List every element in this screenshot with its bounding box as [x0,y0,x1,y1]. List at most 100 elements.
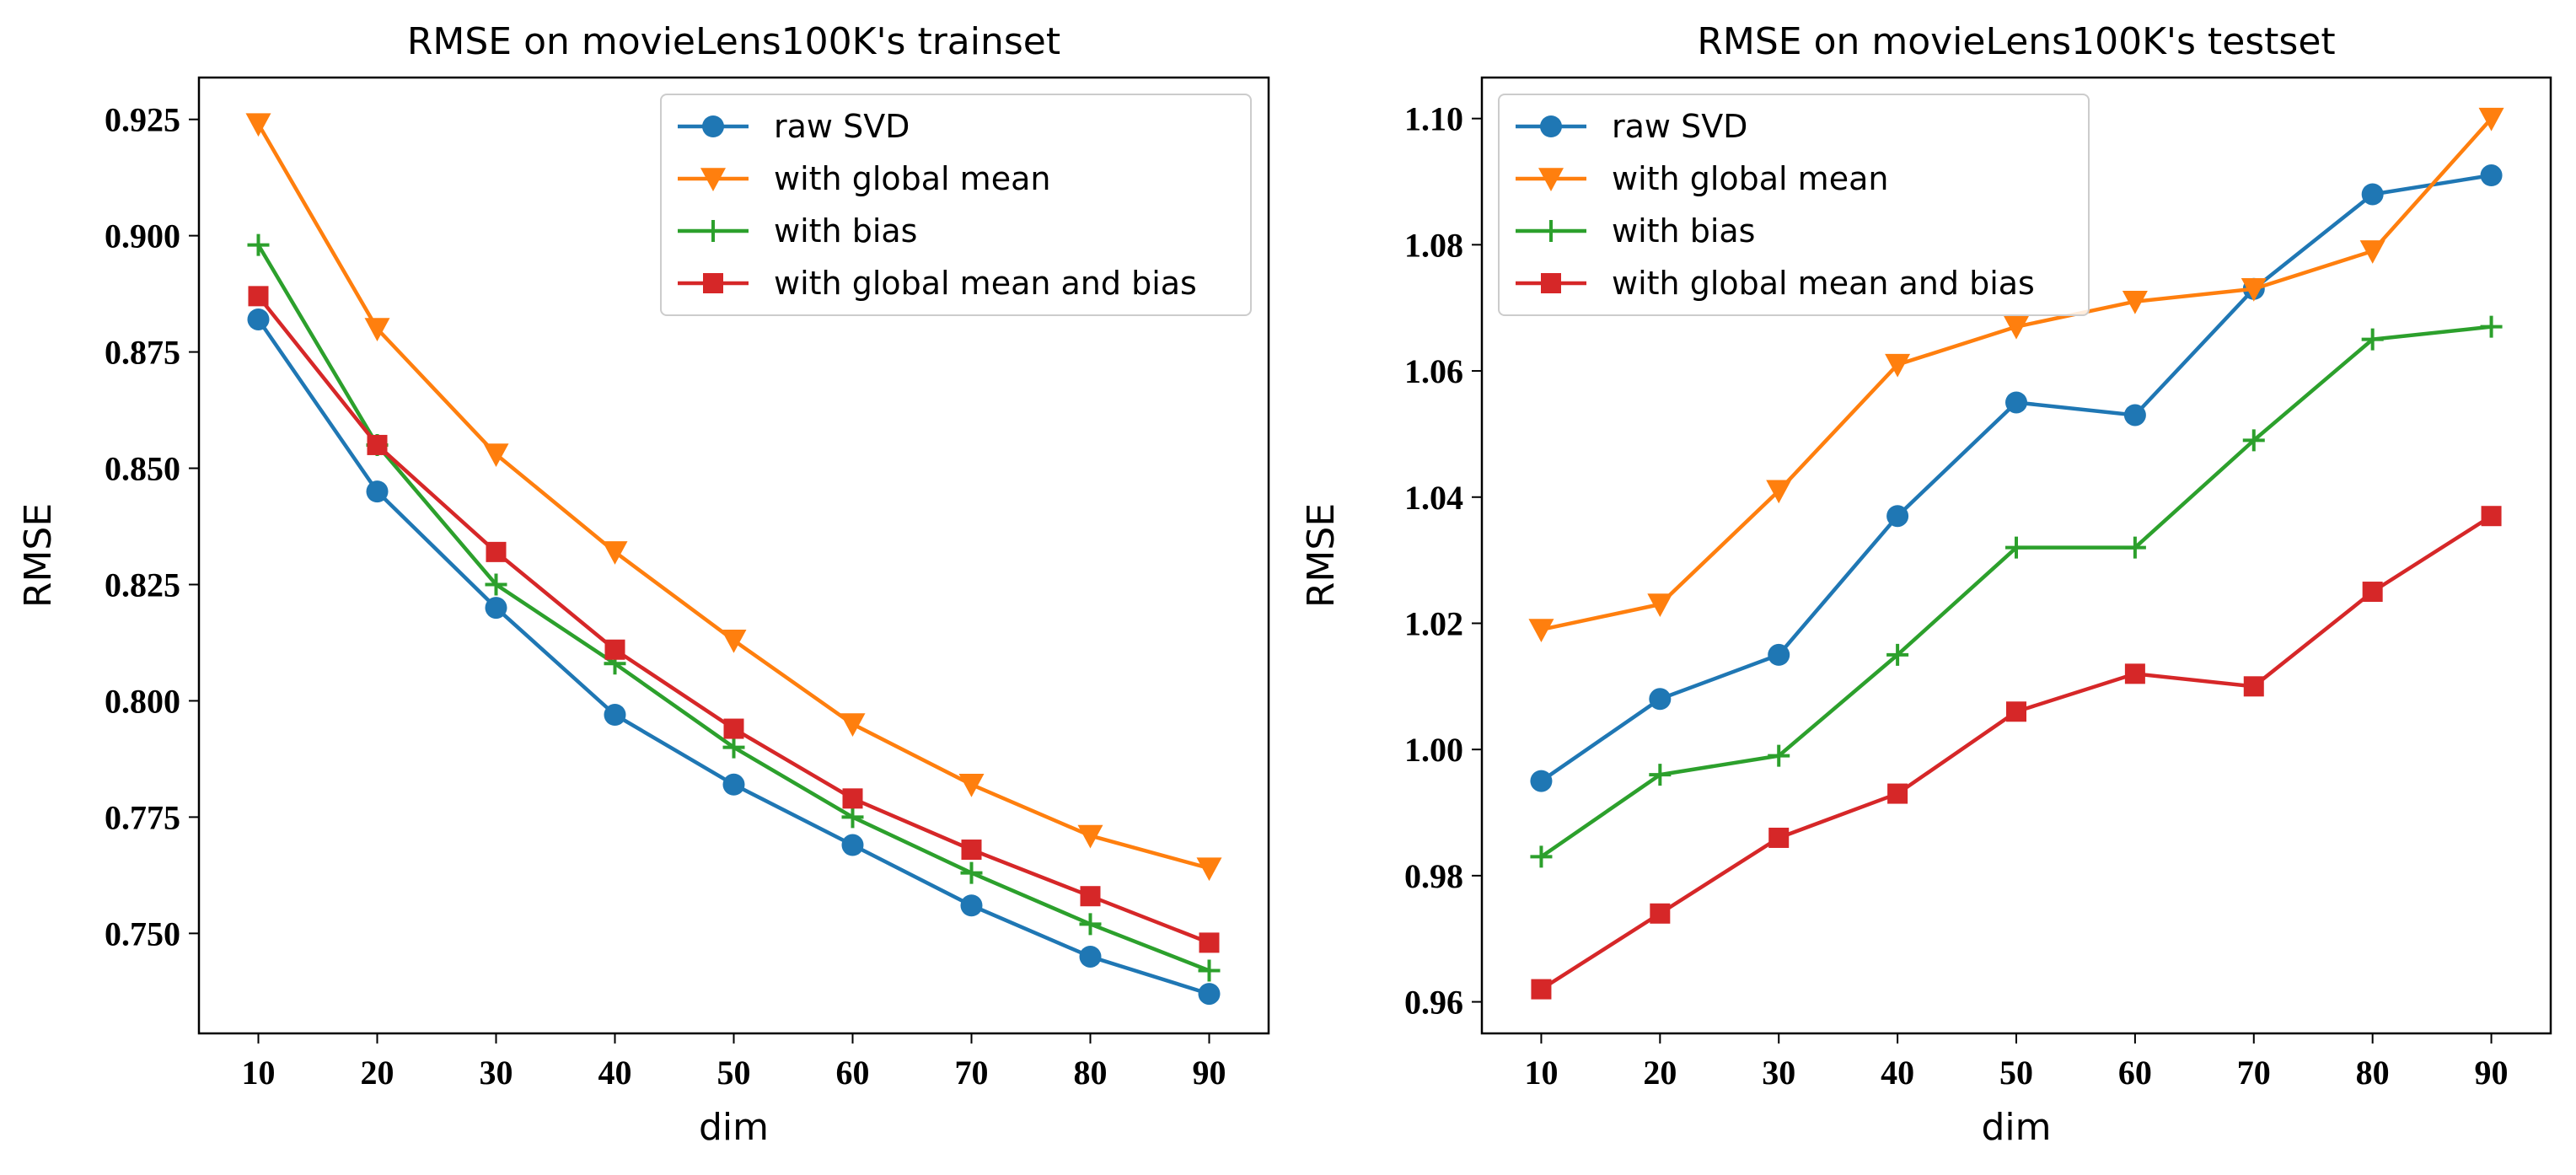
legend-label: with global mean and bias [774,265,1197,302]
legend-marker [702,220,724,242]
x-tick-label: 30 [1762,1054,1795,1092]
data-point [960,861,983,884]
testset-rmse-chart: RMSE on movieLens100K's testset dim RMSE… [1300,20,2552,1149]
legend-label: with global mean and bias [1612,265,2035,302]
legend-box [1498,94,2090,316]
legend-item: with global mean [678,160,1050,197]
data-point [1198,959,1221,982]
data-point [2242,429,2265,452]
data-point [1885,353,1911,378]
y-tick-label: 0.825 [105,566,180,604]
y-tick-label: 0.96 [1404,984,1463,1022]
data-point [1530,770,1553,792]
data-point [2123,536,2146,559]
legend-marker [703,273,723,293]
x-tick-label: 70 [2237,1054,2271,1092]
data-point [1196,857,1222,882]
chart-title: RMSE on movieLens100K's testset [1697,20,2335,63]
legend: raw SVD with global mean with bias with glo… [1498,94,2090,316]
data-point [2006,701,2026,722]
x-tick-label: 10 [1524,1054,1558,1092]
data-point [483,443,509,467]
data-point [1768,643,1790,666]
series-with-global-mean [245,113,1222,882]
y-tick-label: 1.00 [1404,731,1463,769]
data-point [366,480,389,503]
legend-item: with global mean and bias [678,265,1197,302]
legend-marker [1540,115,1562,137]
data-point [841,806,864,829]
data-point [1649,688,1672,711]
legend-marker [1540,220,1562,242]
y-tick-label: 0.98 [1404,857,1463,895]
series-with-global-mean-and-bias [1531,506,2502,1000]
trainset-rmse-chart: RMSE on movieLens100K's trainset dim RMS… [17,20,1270,1149]
legend-item: with global mean [1516,160,1888,197]
data-point [1766,480,1792,504]
legend-marker [1538,168,1564,191]
legend-marker [1541,273,1561,293]
data-point [2481,506,2502,527]
data-point [1528,619,1554,642]
y-tick-label: 0.875 [105,334,180,372]
data-point [1530,845,1553,868]
data-point [2005,391,2027,414]
data-point [247,308,270,330]
y-tick-label: 0.775 [105,798,180,836]
data-point [2478,107,2504,131]
x-tick-label: 20 [361,1054,394,1092]
data-point [1080,886,1101,907]
y-tick-label: 0.900 [105,217,180,255]
data-point [604,704,626,726]
data-point [2241,278,2267,302]
y-tick-label: 0.925 [105,101,180,139]
y-tick-label: 0.750 [105,915,180,952]
data-point [958,774,985,797]
series-with-global-mean-and-bias [248,286,1220,953]
y-tick-label: 1.08 [1404,226,1463,264]
data-point [840,713,866,738]
x-tick-label: 90 [1193,1054,1226,1092]
x-tick-label: 90 [2475,1054,2509,1092]
data-point [842,788,863,809]
x-tick-label: 20 [1643,1054,1677,1092]
y-tick-label: 1.04 [1404,479,1463,517]
data-point [721,629,747,653]
data-point [722,773,745,796]
data-point [485,597,507,620]
data-point [2480,315,2503,338]
data-point [1199,932,1220,953]
legend-marker [700,168,726,191]
data-point [367,434,388,455]
data-point [722,736,745,759]
y-tick-label: 0.800 [105,682,180,720]
data-point [841,834,864,856]
data-point [1079,913,1102,936]
data-point [2122,290,2148,314]
x-tick-label: 10 [242,1054,276,1092]
legend-item: raw SVD [678,108,910,145]
data-point [1887,783,1908,804]
data-point [2361,183,2384,206]
legend-box [660,94,1252,316]
data-point [2123,404,2146,427]
data-point [247,233,270,256]
x-tick-label: 40 [1881,1054,1914,1092]
y-tick-label: 0.850 [105,450,180,488]
x-tick-label: 40 [598,1054,632,1092]
legend-item: with bias [678,212,917,249]
data-point [1647,593,1673,618]
legend-label: raw SVD [1612,108,1747,145]
legend-item: raw SVD [1516,108,1747,145]
legend-label: raw SVD [774,108,910,145]
legend-label: with global mean [1612,160,1888,197]
x-tick-label: 50 [1999,1054,2033,1092]
y-axis-label: RMSE [1300,503,1343,608]
data-point [1768,827,1790,848]
data-point [2362,582,2383,603]
data-point [364,318,390,341]
data-point [604,639,625,660]
data-point [485,573,507,596]
series-with-global-mean [1528,107,2504,642]
